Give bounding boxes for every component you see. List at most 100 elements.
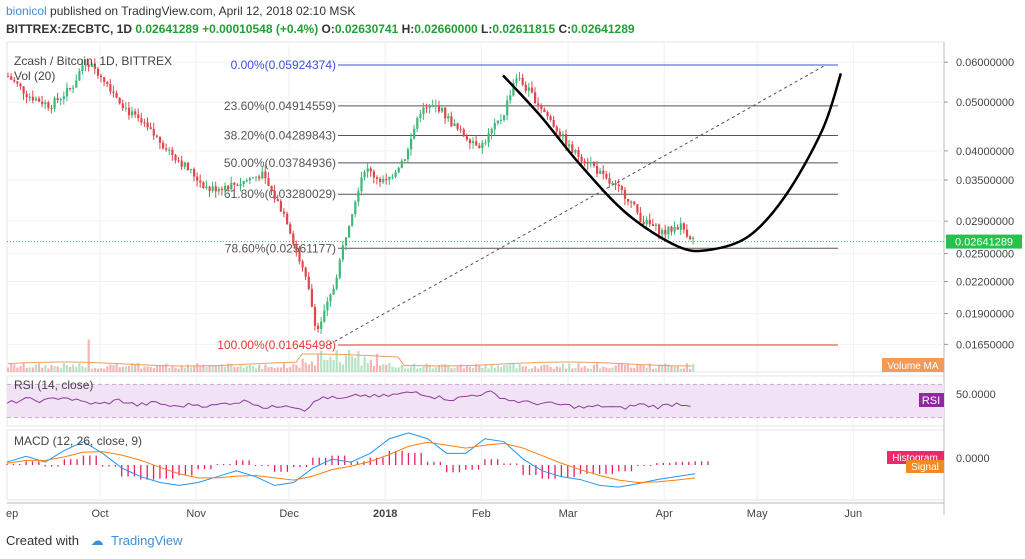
symbol-line: BITTREX:ZECBTC, 1D <box>6 22 132 36</box>
volume-bar <box>202 364 205 372</box>
candle-body <box>444 107 447 119</box>
volume-bar <box>332 359 335 372</box>
candle-body <box>608 178 611 184</box>
last-price-badge-label: 0.02641289 <box>955 237 1013 249</box>
volume-bar <box>354 358 357 372</box>
volume-bar <box>344 355 348 372</box>
volume-bar <box>462 368 465 372</box>
candle-body <box>617 184 620 187</box>
volume-bar <box>224 366 227 372</box>
candle-body <box>313 306 317 326</box>
candle-body <box>140 118 143 123</box>
volume-bar <box>109 364 112 372</box>
y-tick-label: 0.06000000 <box>956 57 1014 69</box>
volume-bar <box>186 364 189 372</box>
volume-bar <box>379 365 382 372</box>
volume-bar <box>670 365 673 372</box>
volume-bar <box>53 366 56 372</box>
tradingview-link[interactable]: TradingView <box>111 533 183 548</box>
candle-body <box>630 201 633 203</box>
candle-body <box>453 123 456 127</box>
volume-bar <box>245 365 248 372</box>
trend-line <box>329 64 826 345</box>
candle-body <box>217 188 220 192</box>
candle-body <box>193 169 196 177</box>
volume-bar <box>561 363 565 372</box>
candle-body <box>28 96 31 98</box>
candle-body <box>357 191 360 202</box>
candle-body <box>224 185 227 191</box>
candle-body <box>596 165 599 174</box>
volume-bar <box>481 367 484 372</box>
volume-bar <box>369 359 372 372</box>
volume-bar <box>425 363 428 372</box>
candle-body <box>580 156 583 162</box>
volume-bar <box>552 368 555 372</box>
candle-body <box>493 122 496 130</box>
volume-bar <box>627 364 630 372</box>
x-tick-label: ep <box>6 508 18 520</box>
volume-bar <box>692 364 695 372</box>
y-tick-label: 0.01650000 <box>956 339 1014 351</box>
volume-bar <box>679 368 682 372</box>
candle-body <box>459 128 462 130</box>
candle-body <box>174 154 177 161</box>
candle-body <box>44 102 47 105</box>
volume-bar <box>162 365 165 372</box>
candle-body <box>230 182 233 190</box>
volume-bar <box>444 364 447 372</box>
candle-body <box>162 142 165 149</box>
candle-body <box>127 107 131 116</box>
candle-body <box>379 178 382 183</box>
volume-bar <box>87 339 90 372</box>
candle-body <box>565 134 568 147</box>
volume-bar <box>189 367 193 372</box>
candle-body <box>664 229 667 235</box>
volume-bar <box>28 367 31 372</box>
volume-bar <box>574 367 577 372</box>
volume-bar <box>196 363 199 372</box>
candle-body <box>22 86 25 94</box>
y-tick-label: 0.01900000 <box>956 309 1014 321</box>
candle-body <box>478 145 481 149</box>
volume-bar <box>75 366 78 372</box>
candle-body <box>323 310 326 322</box>
volume-bar <box>568 363 571 372</box>
volume-bar <box>317 353 320 372</box>
candle-body <box>602 170 605 174</box>
volume-bar <box>255 368 258 372</box>
candle-body <box>165 148 168 150</box>
author-link[interactable]: bionicol <box>6 4 47 18</box>
candle-body <box>527 87 530 91</box>
candle-body <box>93 63 96 69</box>
candle-body <box>503 115 506 120</box>
volume-bar <box>394 367 397 372</box>
candle-body <box>41 101 44 105</box>
candle-body <box>282 211 286 214</box>
candle-body <box>317 325 320 329</box>
candle-body <box>413 128 416 139</box>
candle-body <box>65 87 69 97</box>
candle-body <box>447 116 450 119</box>
candle-body <box>53 98 56 109</box>
volume-bar <box>276 367 279 372</box>
volume-bar <box>72 364 75 372</box>
volume-bar <box>391 366 394 372</box>
volume-bar <box>537 368 540 372</box>
candle-body <box>149 127 152 130</box>
volume-bar <box>103 368 106 372</box>
volume-bar <box>251 366 255 372</box>
candle-body <box>351 214 354 226</box>
volume-bar <box>478 365 481 372</box>
candle-body <box>620 186 623 191</box>
volume-bar <box>577 363 580 372</box>
volume-bar <box>437 365 441 372</box>
volume-bar <box>413 363 416 372</box>
rsi-y-tick: 50.0000 <box>956 389 996 401</box>
volume-bar <box>310 361 313 372</box>
volume-bar <box>270 366 273 372</box>
candle-body <box>416 117 419 129</box>
candle-body <box>248 178 251 181</box>
volume-bar <box>403 368 406 372</box>
